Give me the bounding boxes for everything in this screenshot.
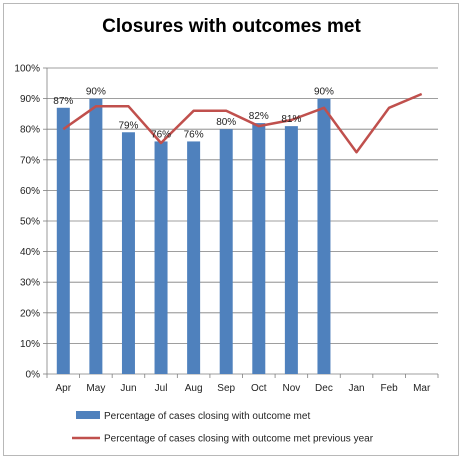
bar bbox=[121, 132, 135, 374]
x-tick-label: May bbox=[86, 383, 105, 394]
legend-label-line: Percentage of cases closing with outcome… bbox=[104, 434, 374, 445]
x-axis-ticks: Apr May Jun Jul Aug Sep Oct Nov Dec Jan Feb Mar bbox=[56, 383, 431, 394]
bar bbox=[56, 107, 70, 374]
y-tick-label: 80% bbox=[20, 125, 40, 136]
data-label: 87% bbox=[53, 96, 73, 107]
y-tick-label: 50% bbox=[20, 217, 40, 228]
y-tick-label: 0% bbox=[26, 370, 41, 381]
x-tick-label: Apr bbox=[56, 383, 72, 394]
legend-swatch-bar bbox=[76, 411, 100, 419]
bar bbox=[252, 123, 266, 374]
line-series-path bbox=[62, 92, 423, 154]
legend-label-bar: Percentage of cases closing with outcome… bbox=[104, 411, 310, 422]
y-tick-label: 30% bbox=[20, 278, 40, 289]
x-tick-label: Sep bbox=[217, 383, 235, 394]
bar bbox=[154, 141, 168, 374]
data-label: 76% bbox=[151, 129, 171, 140]
chart-title: Closures with outcomes met bbox=[102, 16, 361, 37]
y-tick-label: 10% bbox=[20, 339, 40, 350]
y-tick-label: 90% bbox=[20, 94, 40, 105]
bar bbox=[317, 98, 331, 374]
y-tick-label: 60% bbox=[20, 186, 40, 197]
x-tick-label: Nov bbox=[282, 383, 300, 394]
y-tick-label: 40% bbox=[20, 247, 40, 258]
y-tick-label: 100% bbox=[14, 64, 40, 75]
data-labels: 87% 90% 79% 76% 76% 80% 82% 81% 90% bbox=[53, 87, 334, 141]
data-label: 82% bbox=[249, 111, 269, 122]
data-label: 79% bbox=[118, 120, 138, 131]
x-tick-label: Dec bbox=[315, 383, 333, 394]
x-tick-label: Feb bbox=[381, 383, 399, 394]
x-tick-label: Jun bbox=[120, 383, 136, 394]
data-label: 90% bbox=[86, 87, 106, 98]
y-axis-ticks: 0% 10% 20% 30% 40% 50% 60% 70% 80% 90% 100% bbox=[14, 64, 40, 381]
bar bbox=[284, 126, 298, 374]
x-tick-label: Oct bbox=[251, 383, 267, 394]
y-tick-label: 70% bbox=[20, 155, 40, 166]
data-label: 80% bbox=[216, 117, 236, 128]
y-tick-label: 20% bbox=[20, 308, 40, 319]
data-label: 81% bbox=[281, 114, 301, 125]
x-tick-label: Jul bbox=[155, 383, 168, 394]
bar bbox=[89, 98, 103, 374]
x-tick-label: Mar bbox=[413, 383, 431, 394]
data-label: 90% bbox=[314, 87, 334, 98]
bar-series bbox=[56, 98, 331, 374]
legend: Percentage of cases closing with outcome… bbox=[72, 411, 374, 445]
x-tick-label: Jan bbox=[348, 383, 364, 394]
bar bbox=[187, 141, 201, 374]
x-tick-label: Aug bbox=[185, 383, 203, 394]
data-label: 76% bbox=[184, 129, 204, 140]
line-series bbox=[62, 92, 423, 154]
bar bbox=[219, 129, 233, 374]
